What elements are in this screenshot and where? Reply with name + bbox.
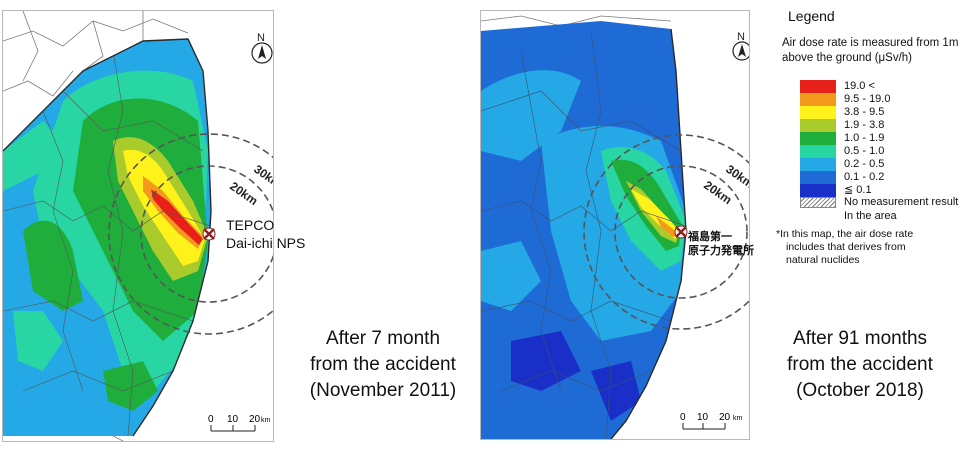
- legend-range-label: 3.8 - 9.5: [844, 106, 885, 118]
- legend-range-label: 9.5 - 19.0: [844, 93, 891, 105]
- dose-rate-areas-left: [3, 39, 211, 436]
- no-measurement-line: In the area: [844, 210, 897, 222]
- legend-note: *In this map, the air dose rate includes…: [776, 228, 980, 267]
- ring-label-30km: 30km: [723, 162, 749, 191]
- legend-swatch: [800, 93, 836, 106]
- caption-line: (November 2011): [309, 380, 457, 401]
- legend-range-label: ≦ 0.1: [844, 184, 872, 196]
- caption-line: (October 2018): [796, 380, 924, 401]
- inner-boundaries-left: [3, 50, 211, 436]
- legend-note-line: includes that derives from: [786, 241, 906, 253]
- legend-swatch: [800, 171, 836, 184]
- scale-bar-right: 0 10 20 km: [680, 412, 743, 430]
- scale-label-0: 0: [208, 414, 214, 425]
- no-measurement-text: No measurement result In the area: [844, 195, 958, 223]
- caption-line: After 7 month: [325, 328, 441, 349]
- legend-range-label: 0.2 - 0.5: [844, 158, 885, 170]
- legend-note-line: *In this map, the air dose rate: [776, 228, 914, 240]
- hatch-swatch: [800, 197, 836, 208]
- distance-rings-left: [108, 133, 273, 335]
- scale-label-20: 20: [719, 412, 731, 423]
- legend-swatch: [800, 119, 836, 132]
- scale-label-20: 20: [249, 414, 261, 425]
- npp-label-line: 原子力発電所: [688, 245, 754, 257]
- scale-label-0: 0: [680, 412, 686, 423]
- npp-label-line: TEPCO: [226, 217, 275, 233]
- legend-note-line: natural nuclides: [786, 254, 860, 266]
- legend-swatch: [800, 158, 836, 171]
- dose-rate-areas-right: [481, 21, 686, 439]
- dose-map-right: 30km 20km N 0 10 20 km: [481, 15, 749, 439]
- distance-rings-right: [583, 134, 749, 330]
- north-label-left: N: [257, 32, 265, 44]
- legend-range-label: 0.1 - 0.2: [844, 171, 885, 183]
- legend-range-label: 0.5 - 1.0: [844, 145, 885, 157]
- ring-label-20km: 20km: [701, 178, 734, 207]
- legend-swatch: [800, 106, 836, 119]
- legend-range-label: 19.0 <: [844, 80, 875, 92]
- npp-marker-left: [202, 227, 216, 241]
- caption-left: After 7 month from the accident (Novembe…: [288, 326, 478, 404]
- scale-label-km: km: [733, 415, 743, 422]
- npp-label-line: 福島第一: [688, 231, 732, 243]
- north-arrow-icon: N: [251, 32, 273, 64]
- ring-label-20km: 20km: [227, 179, 260, 208]
- dose-map-left: 30km 20km N 0 10 20 km: [3, 11, 273, 441]
- north-arrow-icon: N: [732, 31, 749, 61]
- scale-label-km: km: [261, 417, 271, 424]
- coastline-left: [3, 38, 212, 437]
- legend-swatch: [800, 145, 836, 158]
- coastline-right: [610, 28, 687, 439]
- map-november-2011: 30km 20km N 0 10 20 km: [2, 10, 274, 442]
- npp-label-right: 福島第一 原子力発電所: [688, 230, 754, 258]
- map-october-2018: 30km 20km N 0 10 20 km: [480, 10, 750, 440]
- no-measurement-line: No measurement result: [844, 196, 959, 208]
- legend-title: Legend: [788, 8, 835, 24]
- legend-range-label: 1.9 - 3.8: [844, 119, 885, 131]
- npp-marker-right: [674, 225, 688, 239]
- legend-range-label: 1.0 - 1.9: [844, 132, 885, 144]
- npp-label-line: Dai-ichi NPS: [226, 235, 306, 251]
- caption-line: from the accident: [310, 354, 456, 375]
- legend-swatch: [800, 132, 836, 145]
- inner-boundaries-right: [481, 30, 686, 439]
- scale-label-10: 10: [697, 412, 709, 423]
- north-label-right: N: [737, 31, 745, 43]
- caption-line: After 91 months: [792, 328, 928, 349]
- caption-line: from the accident: [787, 354, 933, 375]
- scale-bar-left: 0 10 20 km: [208, 414, 271, 432]
- legend: Legend Air dose rate is measured from 1m…: [776, 6, 980, 276]
- legend-swatch: [800, 184, 836, 197]
- caption-right: After 91 months from the accident (Octob…: [760, 326, 960, 404]
- legend-description: Air dose rate is measured from 1m above …: [782, 37, 959, 64]
- ring-label-30km: 30km: [251, 162, 273, 191]
- scale-label-10: 10: [227, 414, 239, 425]
- legend-swatch: [800, 80, 836, 93]
- npp-label-left: TEPCO Dai-ichi NPS: [226, 216, 305, 252]
